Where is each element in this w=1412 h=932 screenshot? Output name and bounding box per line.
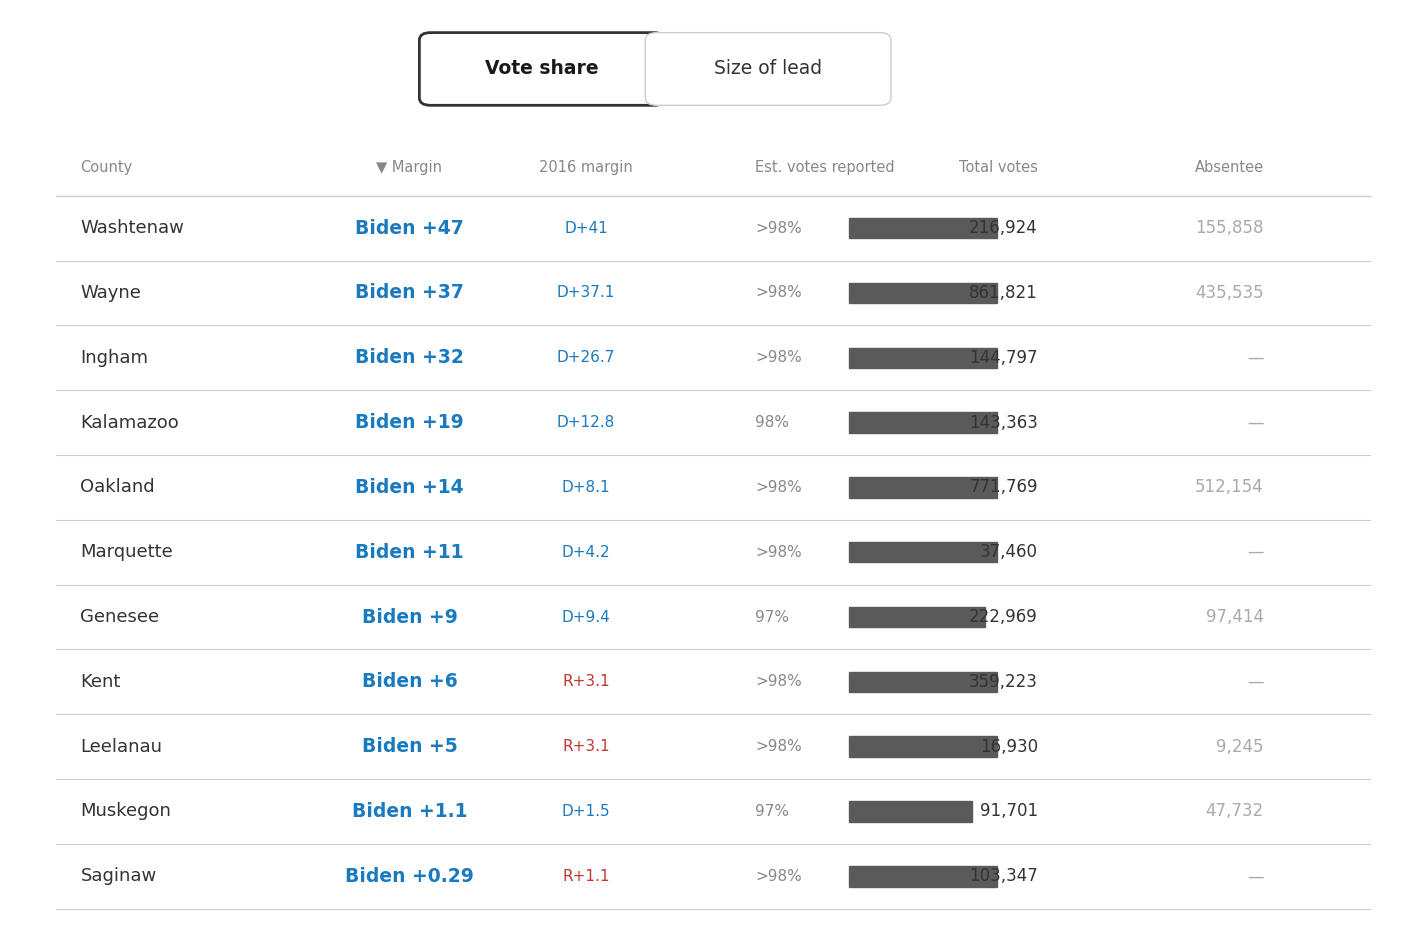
Text: —: — <box>1247 868 1264 885</box>
Text: >98%: >98% <box>755 739 802 754</box>
Text: —: — <box>1247 673 1264 691</box>
Text: Biden +0.29: Biden +0.29 <box>345 867 474 885</box>
Text: Kalamazoo: Kalamazoo <box>80 414 179 432</box>
Text: —: — <box>1247 543 1264 561</box>
Text: 359,223: 359,223 <box>969 673 1038 691</box>
Text: Est. votes reported: Est. votes reported <box>755 160 895 175</box>
Text: Saginaw: Saginaw <box>80 868 157 885</box>
Text: Leelanau: Leelanau <box>80 737 162 756</box>
Text: R+1.1: R+1.1 <box>562 869 610 884</box>
Text: 37,460: 37,460 <box>980 543 1038 561</box>
Text: D+41: D+41 <box>565 221 607 236</box>
Text: Biden +11: Biden +11 <box>356 542 463 562</box>
Text: Biden +14: Biden +14 <box>356 478 463 497</box>
Text: >98%: >98% <box>755 544 802 560</box>
Text: D+26.7: D+26.7 <box>556 350 616 365</box>
Text: 512,154: 512,154 <box>1195 478 1264 497</box>
Text: R+3.1: R+3.1 <box>562 739 610 754</box>
Text: Genesee: Genesee <box>80 608 160 626</box>
Text: Biden +19: Biden +19 <box>354 413 465 432</box>
Text: Biden +6: Biden +6 <box>361 672 457 692</box>
Text: Total votes: Total votes <box>959 160 1038 175</box>
Text: D+4.2: D+4.2 <box>562 544 610 560</box>
Text: 47,732: 47,732 <box>1206 802 1264 820</box>
Text: 435,535: 435,535 <box>1195 284 1264 302</box>
Text: 103,347: 103,347 <box>969 868 1038 885</box>
Text: County: County <box>80 160 133 175</box>
Text: D+12.8: D+12.8 <box>556 415 616 430</box>
Text: D+1.5: D+1.5 <box>562 804 610 819</box>
Text: Ingham: Ingham <box>80 349 148 367</box>
Text: Biden +32: Biden +32 <box>354 349 465 367</box>
Text: 2016 margin: 2016 margin <box>539 160 633 175</box>
Text: 98%: 98% <box>755 415 789 430</box>
Text: ▼ Margin: ▼ Margin <box>377 160 442 175</box>
Text: Absentee: Absentee <box>1195 160 1264 175</box>
Text: >98%: >98% <box>755 285 802 300</box>
Text: —: — <box>1247 414 1264 432</box>
Text: R+3.1: R+3.1 <box>562 675 610 690</box>
Text: 771,769: 771,769 <box>969 478 1038 497</box>
Text: 216,924: 216,924 <box>969 219 1038 237</box>
Text: Oakland: Oakland <box>80 478 155 497</box>
Text: 143,363: 143,363 <box>969 414 1038 432</box>
Text: 91,701: 91,701 <box>980 802 1038 820</box>
Text: Marquette: Marquette <box>80 543 174 561</box>
Text: 97%: 97% <box>755 610 789 624</box>
Text: D+37.1: D+37.1 <box>556 285 616 300</box>
Text: 155,858: 155,858 <box>1195 219 1264 237</box>
Text: 144,797: 144,797 <box>969 349 1038 367</box>
Text: >98%: >98% <box>755 869 802 884</box>
Text: >98%: >98% <box>755 675 802 690</box>
Text: 97%: 97% <box>755 804 789 819</box>
Text: Size of lead: Size of lead <box>714 60 822 78</box>
Text: D+9.4: D+9.4 <box>562 610 610 624</box>
Text: >98%: >98% <box>755 350 802 365</box>
Text: 861,821: 861,821 <box>969 284 1038 302</box>
Text: Biden +5: Biden +5 <box>361 737 457 756</box>
Text: Vote share: Vote share <box>486 60 599 78</box>
Text: >98%: >98% <box>755 221 802 236</box>
Text: Muskegon: Muskegon <box>80 802 171 820</box>
Text: Kent: Kent <box>80 673 121 691</box>
Text: Biden +9: Biden +9 <box>361 608 457 626</box>
Text: Wayne: Wayne <box>80 284 141 302</box>
Text: D+8.1: D+8.1 <box>562 480 610 495</box>
Text: Biden +37: Biden +37 <box>354 283 465 303</box>
Text: Biden +1.1: Biden +1.1 <box>352 802 467 821</box>
Text: >98%: >98% <box>755 480 802 495</box>
Text: Washtenaw: Washtenaw <box>80 219 185 237</box>
Text: 222,969: 222,969 <box>969 608 1038 626</box>
Text: 16,930: 16,930 <box>980 737 1038 756</box>
Text: —: — <box>1247 349 1264 367</box>
Text: Biden +47: Biden +47 <box>354 219 465 238</box>
Text: 9,245: 9,245 <box>1216 737 1264 756</box>
Text: 97,414: 97,414 <box>1206 608 1264 626</box>
